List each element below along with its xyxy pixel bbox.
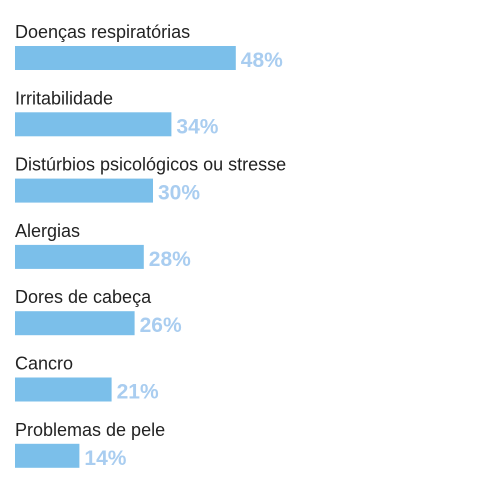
category-label: Problemas de pele [15,420,165,440]
bar [15,178,153,203]
value-label: 30% [158,182,200,205]
category-label: Irritabilidade [15,88,113,108]
value-label: 28% [149,248,191,271]
value-label: 48% [241,49,283,72]
category-label: Cancro [15,354,73,374]
bar [15,46,236,70]
category-label: Distúrbios psicológicos ou stresse [15,155,286,175]
value-label: 26% [140,314,182,337]
bar [15,244,144,269]
category-label: Doenças respiratórias [15,22,190,42]
bar [15,112,172,137]
bar [15,311,135,336]
value-label: 14% [84,447,126,470]
category-label: Alergias [15,221,80,241]
bar [15,377,112,402]
value-label: 34% [176,115,218,138]
category-label: Dores de cabeça [15,287,152,307]
value-label: 21% [117,381,159,404]
bar [15,443,80,468]
